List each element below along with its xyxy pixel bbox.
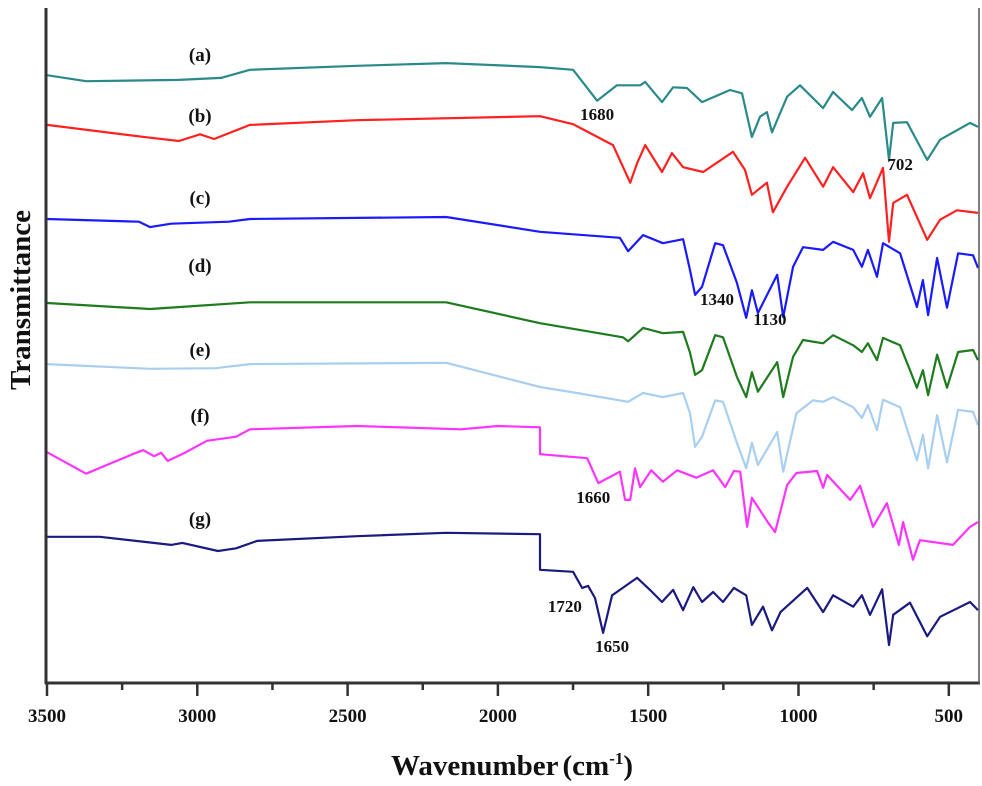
x-axis-title: Wavenumber (cm-1) <box>391 749 633 782</box>
series-label-e: (e) <box>189 340 210 361</box>
x-tick-label: 500 <box>935 706 964 727</box>
peak-annotation: 1340 <box>700 290 734 309</box>
y-axis-title: Transmittance <box>5 210 37 390</box>
series-line-g <box>47 531 979 647</box>
series-line-c <box>46 215 980 319</box>
peak-annotation: 1130 <box>753 310 786 329</box>
x-axis-title-sup: -1 <box>609 749 623 768</box>
series-label-c: (c) <box>189 188 210 209</box>
peak-annotation: 702 <box>887 155 913 174</box>
peak-annotation: 1660 <box>576 488 610 507</box>
series-layer <box>46 62 980 647</box>
x-axis-title-unit: (cm <box>563 750 610 782</box>
series-line-b <box>46 115 979 243</box>
annotation-layer: (a) (b) (c) (d) (e) (f) (g) 1680 702 1340 1130 1660… <box>188 45 912 656</box>
x-tick-label: 3000 <box>178 706 216 727</box>
x-tick-label: 1000 <box>780 706 818 727</box>
series-line-d <box>46 301 979 399</box>
series-label-b: (b) <box>188 106 211 127</box>
x-tick-label: 2000 <box>479 706 517 727</box>
x-tick-label: 2500 <box>329 706 367 727</box>
series-label-g: (g) <box>189 509 211 530</box>
axis-layer: 3500 3000 2500 2000 1500 1000 500 <box>28 8 980 727</box>
peak-annotation: 1650 <box>595 637 629 656</box>
series-line-e <box>46 361 980 473</box>
series-line-f <box>46 424 979 561</box>
x-axis-title-main: Wavenumber <box>391 750 559 782</box>
x-tick-label: 1500 <box>629 706 667 727</box>
x-tick-label: 3500 <box>28 706 66 727</box>
series-label-d: (d) <box>188 256 211 277</box>
series-label-f: (f) <box>191 406 210 427</box>
series-line-a <box>46 62 979 161</box>
peak-annotation: 1720 <box>548 597 582 616</box>
series-label-a: (a) <box>189 45 211 66</box>
x-axis-title-close: ) <box>623 750 633 782</box>
peak-annotation: 1680 <box>580 105 614 124</box>
